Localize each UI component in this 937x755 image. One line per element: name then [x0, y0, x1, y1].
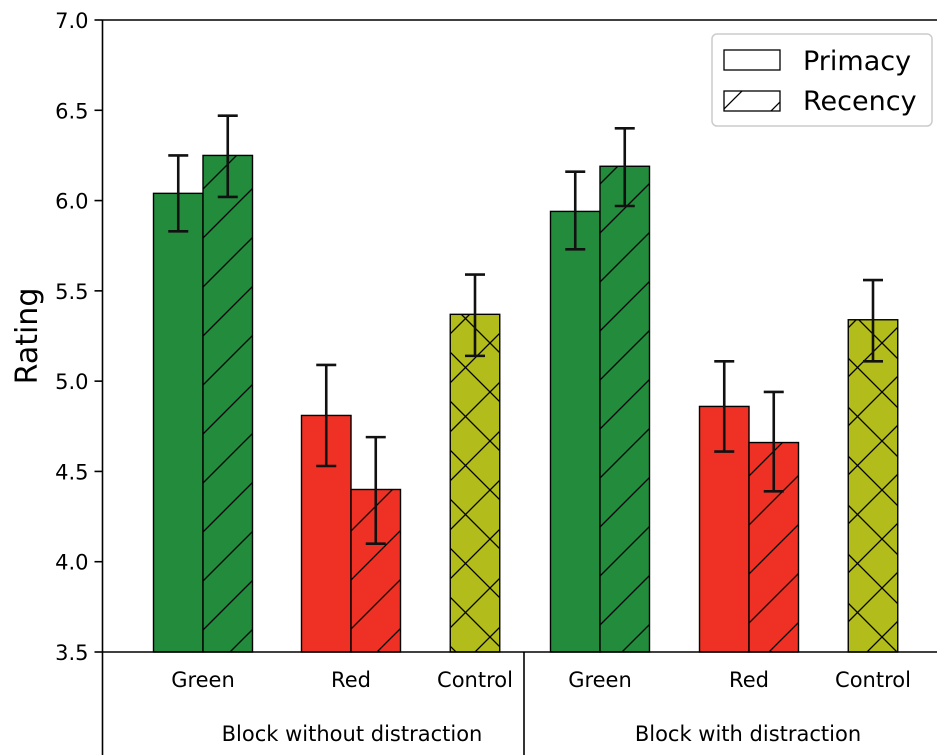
bar-hatch — [600, 166, 650, 652]
legend-label-primacy: Primacy — [803, 46, 911, 77]
y-tick-label: 4.5 — [55, 460, 88, 484]
y-axis-label: Rating — [10, 288, 45, 385]
group-label: Block with distraction — [635, 722, 861, 746]
category-label: Green — [568, 668, 632, 692]
error-bars-layer — [168, 114, 883, 545]
bar-hatch — [203, 155, 253, 652]
legend-label-recency: Recency — [803, 86, 917, 117]
y-tick-label: 5.5 — [55, 280, 88, 304]
category-label: Control — [437, 668, 513, 692]
y-tick-label: 6.0 — [55, 190, 88, 214]
y-tick-label: 6.5 — [55, 99, 88, 123]
category-label: Control — [835, 668, 911, 692]
y-tick-label: 5.0 — [55, 370, 88, 394]
bar — [153, 193, 203, 652]
bar-hatch — [450, 314, 500, 652]
y-tick-label: 3.5 — [55, 641, 88, 665]
group-label: Block without distraction — [222, 722, 483, 746]
y-tick-label: 7.0 — [55, 9, 88, 33]
y-tick-label: 4.0 — [55, 551, 88, 575]
category-label: Red — [331, 668, 371, 692]
category-label: Green — [171, 668, 235, 692]
legend-swatch-recency — [723, 90, 781, 112]
legend: Primacy Recency — [711, 33, 933, 127]
x-labels-layer: Block without distraction Green Red Control… — [171, 668, 911, 746]
y-ticks-layer: 3.5 4.0 4.5 5.0 5.5 6.0 6.5 7.0 — [55, 9, 103, 665]
category-label: Red — [729, 668, 769, 692]
legend-swatch-primacy — [723, 49, 781, 71]
bar-hatch — [848, 319, 898, 652]
bars-layer — [152, 154, 899, 653]
bar — [550, 211, 600, 653]
